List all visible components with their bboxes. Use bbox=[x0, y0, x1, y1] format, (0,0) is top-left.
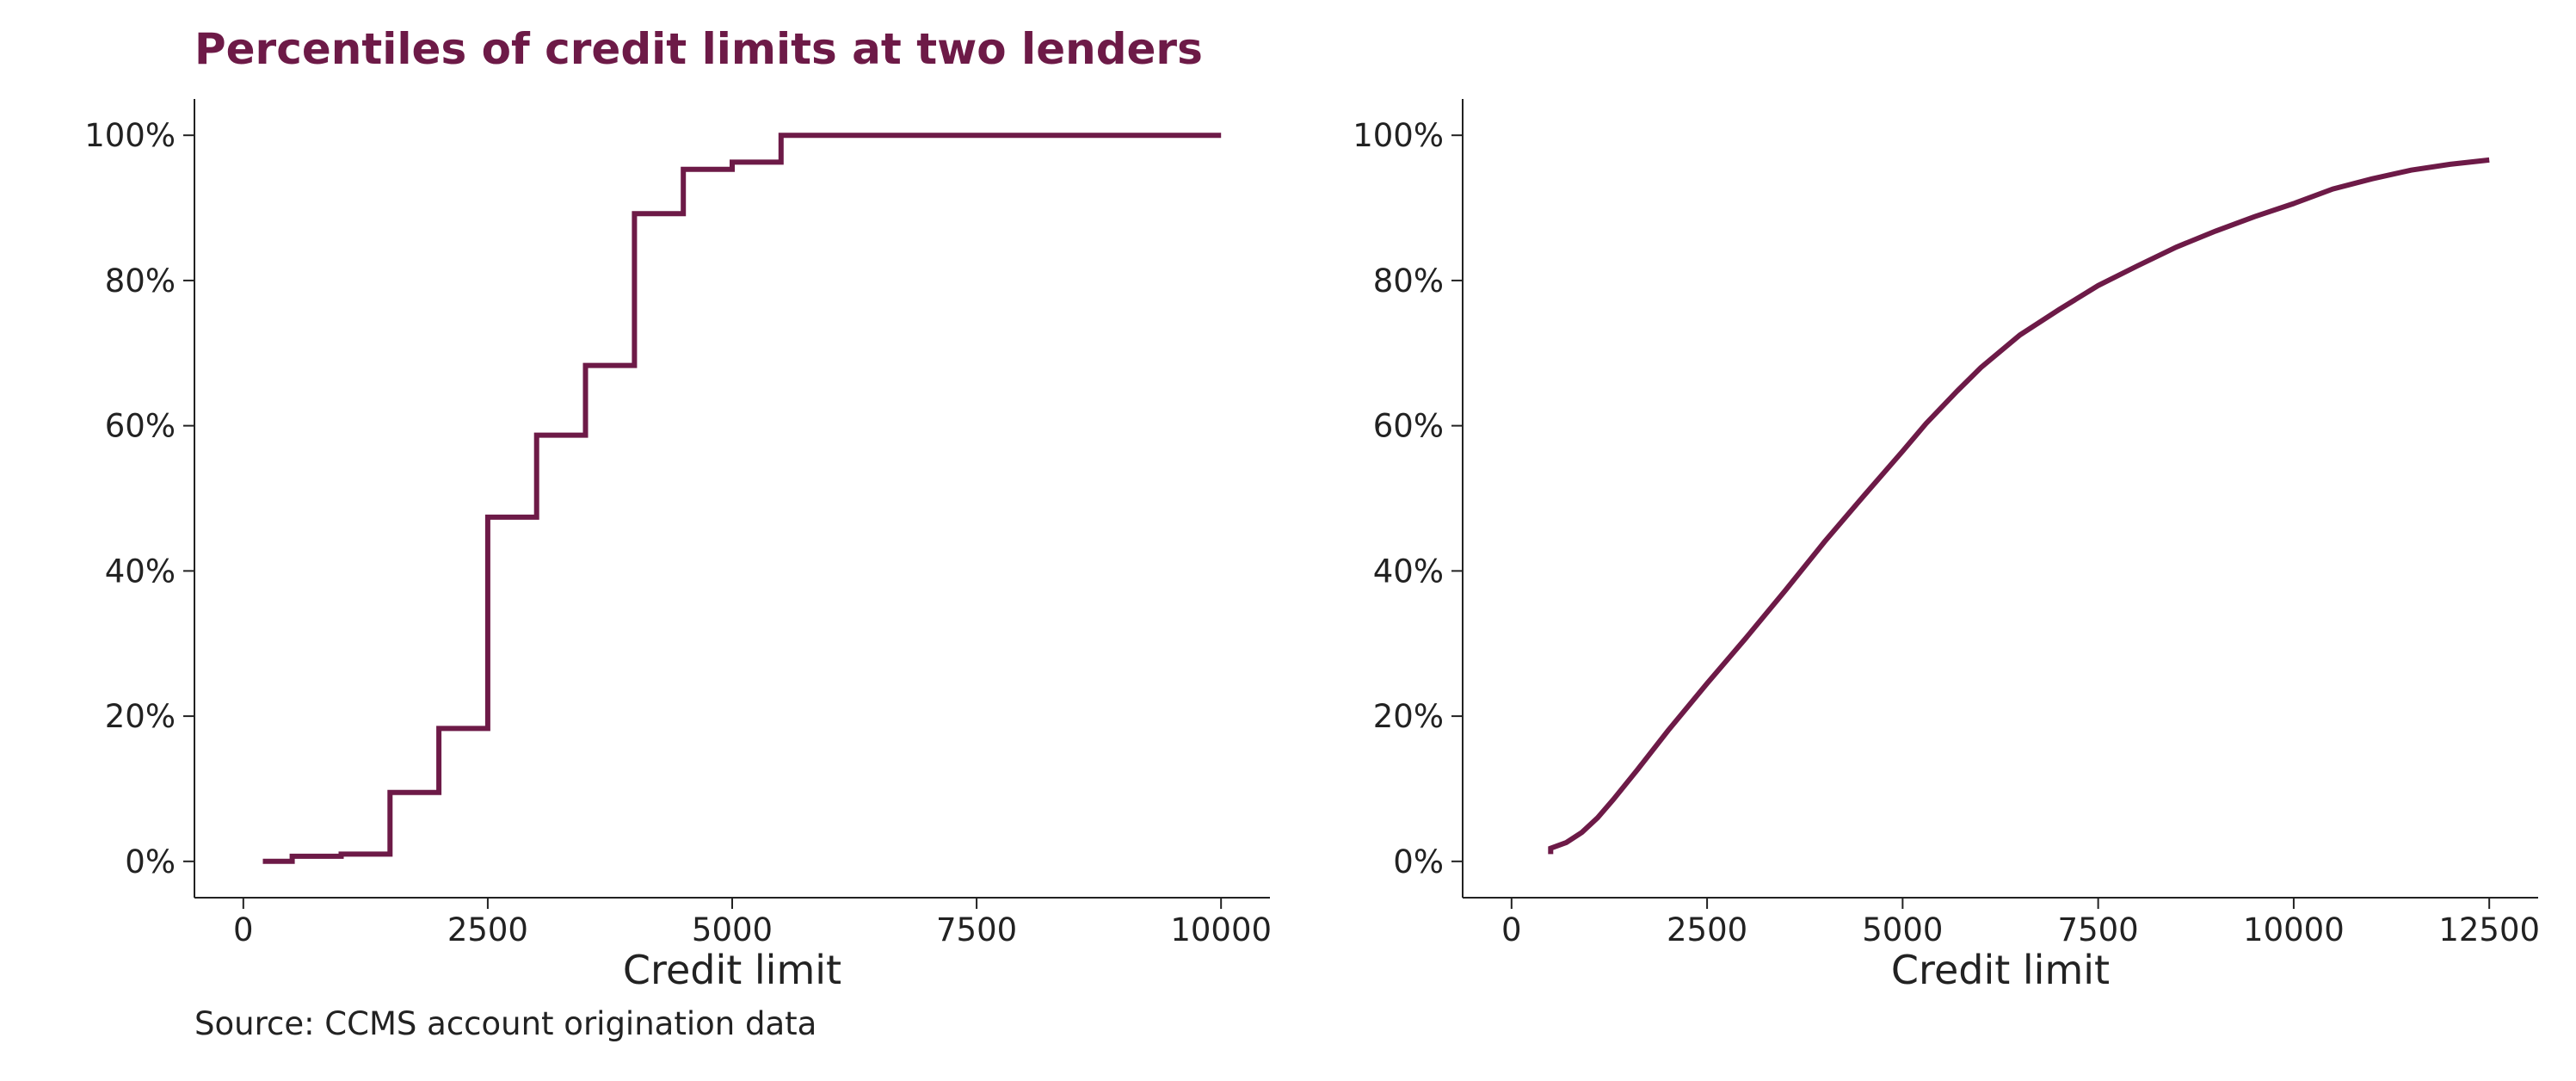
y-tick-label: 80% bbox=[105, 263, 176, 300]
data-point bbox=[2215, 231, 2216, 232]
x-tick-label: 7500 bbox=[936, 911, 1017, 948]
data-point bbox=[1550, 854, 1551, 855]
data-point bbox=[1667, 730, 1668, 731]
x-tick-label: 2500 bbox=[1667, 911, 1747, 948]
y-tick-label: 40% bbox=[105, 553, 176, 590]
x-tick-label: 0 bbox=[233, 911, 254, 948]
x-tick-label: 0 bbox=[1501, 911, 1522, 948]
series-line bbox=[262, 133, 1222, 864]
y-tick-label: 80% bbox=[1373, 263, 1444, 300]
x-tick-label: 10000 bbox=[1170, 911, 1272, 948]
source-note: Source: CCMS account origination data bbox=[194, 1005, 817, 1042]
data-point bbox=[1581, 832, 1582, 833]
chart-title: Percentiles of credit limits at two lend… bbox=[194, 24, 1203, 74]
x-tick-label: 5000 bbox=[1862, 911, 1943, 948]
data-point bbox=[2137, 266, 2138, 267]
series-line bbox=[1548, 157, 2490, 855]
data-point bbox=[2489, 159, 2490, 160]
x-tick-label: 2500 bbox=[447, 911, 528, 948]
data-point bbox=[1636, 770, 1637, 771]
data-point bbox=[2019, 335, 2020, 336]
data-point bbox=[1566, 842, 1567, 843]
data-point bbox=[1863, 496, 1864, 497]
data-point bbox=[2254, 216, 2255, 217]
x-axis-label: Credit limit bbox=[1891, 947, 2110, 993]
y-tick-label: 60% bbox=[105, 408, 176, 445]
y-tick-label: 0% bbox=[125, 843, 176, 880]
data-point bbox=[1957, 391, 1958, 392]
data-point bbox=[2371, 178, 2372, 179]
y-tick-label: 0% bbox=[1393, 843, 1444, 880]
y-tick-label: 100% bbox=[1353, 117, 1444, 154]
data-point bbox=[1902, 451, 1903, 452]
x-tick-label: 7500 bbox=[2058, 911, 2139, 948]
data-point bbox=[1746, 637, 1747, 638]
y-tick-label: 20% bbox=[1373, 698, 1444, 735]
x-tick-label: 10000 bbox=[2243, 911, 2345, 948]
data-point bbox=[1785, 590, 1786, 591]
data-point bbox=[2059, 309, 2060, 310]
data-point bbox=[1707, 683, 1708, 684]
x-axis-label: Credit limit bbox=[623, 947, 841, 993]
data-point bbox=[2293, 203, 2294, 204]
x-tick-label: 5000 bbox=[692, 911, 773, 948]
y-tick-label: 20% bbox=[105, 698, 176, 735]
data-point bbox=[2176, 247, 2177, 248]
data-point bbox=[1550, 848, 1551, 849]
data-point bbox=[1824, 541, 1825, 542]
y-tick-label: 100% bbox=[84, 117, 176, 154]
y-tick-label: 60% bbox=[1373, 408, 1444, 445]
y-tick-label: 40% bbox=[1373, 553, 1444, 590]
x-tick-label: 12500 bbox=[2438, 911, 2540, 948]
